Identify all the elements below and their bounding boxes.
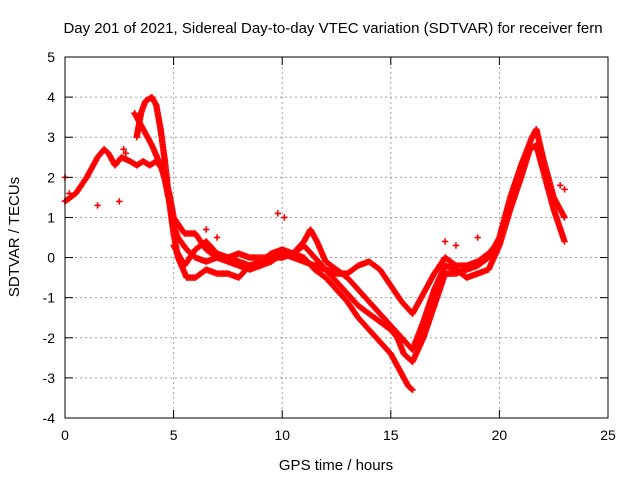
grid-layer xyxy=(65,57,608,418)
plus-marker xyxy=(122,150,130,157)
y-tick-label: 4 xyxy=(47,89,55,105)
y-tick-label: -3 xyxy=(43,370,56,386)
plus-marker xyxy=(66,190,73,197)
y-tick-label: 1 xyxy=(47,209,55,225)
y-axis-title: SDTVAR / TECUs xyxy=(6,177,23,297)
x-tick-label: 5 xyxy=(170,427,178,443)
plus-marker xyxy=(441,238,449,245)
x-tick-label: 25 xyxy=(600,427,616,443)
y-tick-label: 5 xyxy=(47,49,55,65)
plus-marker xyxy=(116,198,123,205)
plot-frame xyxy=(64,56,609,419)
plus-marker xyxy=(409,386,416,394)
x-tick-label: 20 xyxy=(492,427,508,443)
plus-marker xyxy=(561,214,568,221)
y-tick-label: -4 xyxy=(43,410,56,426)
x-axis-title: GPS time / hours xyxy=(279,457,393,474)
x-tick-label: 10 xyxy=(274,427,290,443)
y-tick-label: -2 xyxy=(43,330,56,346)
y-tick-label: 2 xyxy=(47,169,55,185)
plus-marker xyxy=(94,202,101,209)
x-tick-label: 15 xyxy=(383,427,399,443)
plus-marker xyxy=(213,234,221,241)
plus-marker xyxy=(120,146,127,153)
plus-marker xyxy=(474,234,481,241)
series-track-d xyxy=(170,238,503,317)
plus-marker xyxy=(202,226,210,233)
plus-marker xyxy=(452,242,460,249)
x-tick-label: 0 xyxy=(61,427,69,443)
marks-layer xyxy=(61,93,568,394)
ticks-layer: 0 5 10 15 20 25 -4 -3 -2 -1 0 1 2 3 4 5 xyxy=(43,49,616,443)
plus-marker xyxy=(557,182,564,189)
plus-marker xyxy=(281,214,288,221)
series-track-a xyxy=(61,146,416,394)
plus-marker xyxy=(561,186,568,193)
y-tick-label: 3 xyxy=(47,129,55,145)
plus-marker xyxy=(408,385,415,393)
chart-title: Day 201 of 2021, Sidereal Day-to-day VTE… xyxy=(63,20,602,37)
y-tick-label: 0 xyxy=(47,250,55,266)
series-track-c xyxy=(131,109,568,366)
series-fragments xyxy=(61,146,568,249)
y-tick-label: -1 xyxy=(43,290,56,306)
plus-marker xyxy=(495,239,502,246)
plus-marker xyxy=(274,210,282,217)
plus-marker xyxy=(496,238,503,245)
plus-marker xyxy=(561,238,568,245)
